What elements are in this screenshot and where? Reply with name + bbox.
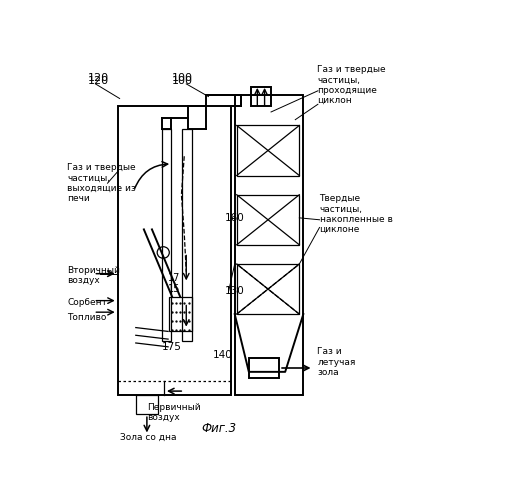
Text: Топливо: Топливо — [67, 314, 106, 322]
Text: 130: 130 — [225, 286, 244, 296]
Text: 175: 175 — [162, 342, 182, 352]
Text: 100: 100 — [172, 73, 193, 83]
Bar — [249, 358, 279, 378]
Text: Газ и твердые
частицы,
проходящие
циклон: Газ и твердые частицы, проходящие циклон — [317, 65, 386, 105]
Text: Газ и
летучая
зола: Газ и летучая зола — [317, 348, 356, 377]
Text: 17: 17 — [168, 272, 180, 282]
Bar — [162, 130, 171, 341]
Text: 140: 140 — [213, 350, 232, 360]
Bar — [234, 94, 303, 395]
Text: 120: 120 — [88, 73, 108, 83]
Bar — [237, 264, 299, 314]
Bar — [251, 87, 271, 106]
Bar — [237, 194, 299, 245]
Text: Сорбент: Сорбент — [67, 298, 107, 307]
Text: 120: 120 — [88, 76, 108, 86]
Text: 100: 100 — [172, 76, 193, 86]
Bar — [169, 297, 192, 332]
Text: 160: 160 — [225, 213, 244, 223]
Bar — [136, 395, 158, 414]
Text: Фиг.3: Фиг.3 — [201, 422, 236, 436]
Bar — [182, 130, 192, 341]
Text: Первичный
воздух: Первичный воздух — [147, 402, 201, 422]
Text: 15: 15 — [168, 284, 180, 294]
Text: Газ и твердые
частицы,
выходящие из
печи: Газ и твердые частицы, выходящие из печи — [67, 163, 136, 203]
Bar — [118, 106, 231, 395]
Bar — [237, 126, 299, 176]
Text: Твердые
частицы,
накопленные в
циклоне: Твердые частицы, накопленные в циклоне — [319, 194, 392, 234]
Text: Вторичный
воздух: Вторичный воздух — [67, 266, 120, 285]
Text: Зола со дна: Зола со дна — [120, 433, 176, 442]
